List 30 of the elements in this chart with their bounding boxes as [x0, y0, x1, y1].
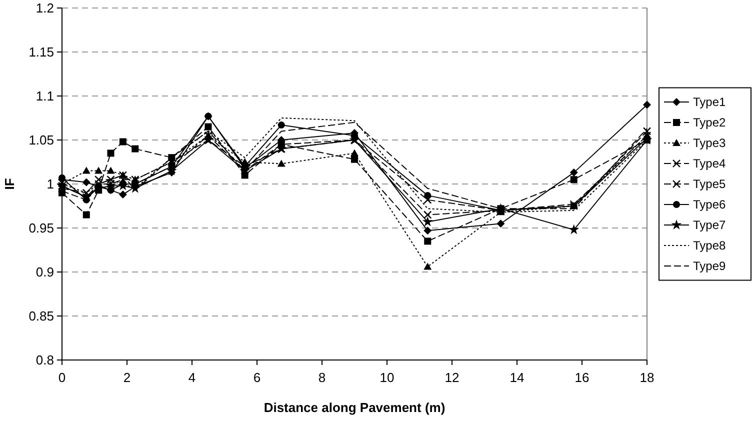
legend-label: Type5: [693, 177, 726, 192]
y-tick-label: 1.15: [28, 44, 54, 60]
legend-label: Type4: [693, 156, 726, 171]
x-tick-label: 10: [380, 370, 394, 385]
y-tick-label: 1.2: [36, 0, 54, 16]
legend-label: Type8: [693, 238, 726, 253]
y-axis-title: IF: [2, 178, 17, 190]
x-tick-label: 4: [188, 370, 196, 385]
legend-label: Type7: [693, 218, 726, 232]
y-tick-label: 0.9: [36, 264, 54, 280]
legend-label: Type6: [693, 198, 726, 212]
y-tick-label: 0.95: [28, 220, 54, 236]
y-tick-label: 1: [46, 176, 54, 192]
legend-label: Type2: [693, 116, 726, 130]
x-tick-label: 14: [510, 370, 524, 385]
x-tick-label: 8: [318, 370, 326, 385]
y-tick-label: 0.85: [28, 308, 54, 324]
y-tick-label: 0.8: [36, 352, 54, 368]
x-tick-label: 12: [444, 370, 460, 385]
y-tick-label: 1.05: [28, 132, 54, 148]
legend-label: Type9: [693, 259, 726, 274]
x-tick-label: 2: [123, 370, 131, 385]
legend-label: Type1: [693, 95, 726, 110]
legend-label: Type3: [693, 136, 726, 150]
x-axis-title: Distance along Pavement (m): [264, 400, 446, 415]
x-tick-label: 16: [574, 370, 590, 385]
x-tick-label: 6: [253, 370, 261, 385]
x-tick-label: 0: [58, 370, 66, 385]
x-tick-label: 18: [640, 370, 654, 385]
y-tick-label: 1.1: [36, 88, 54, 104]
